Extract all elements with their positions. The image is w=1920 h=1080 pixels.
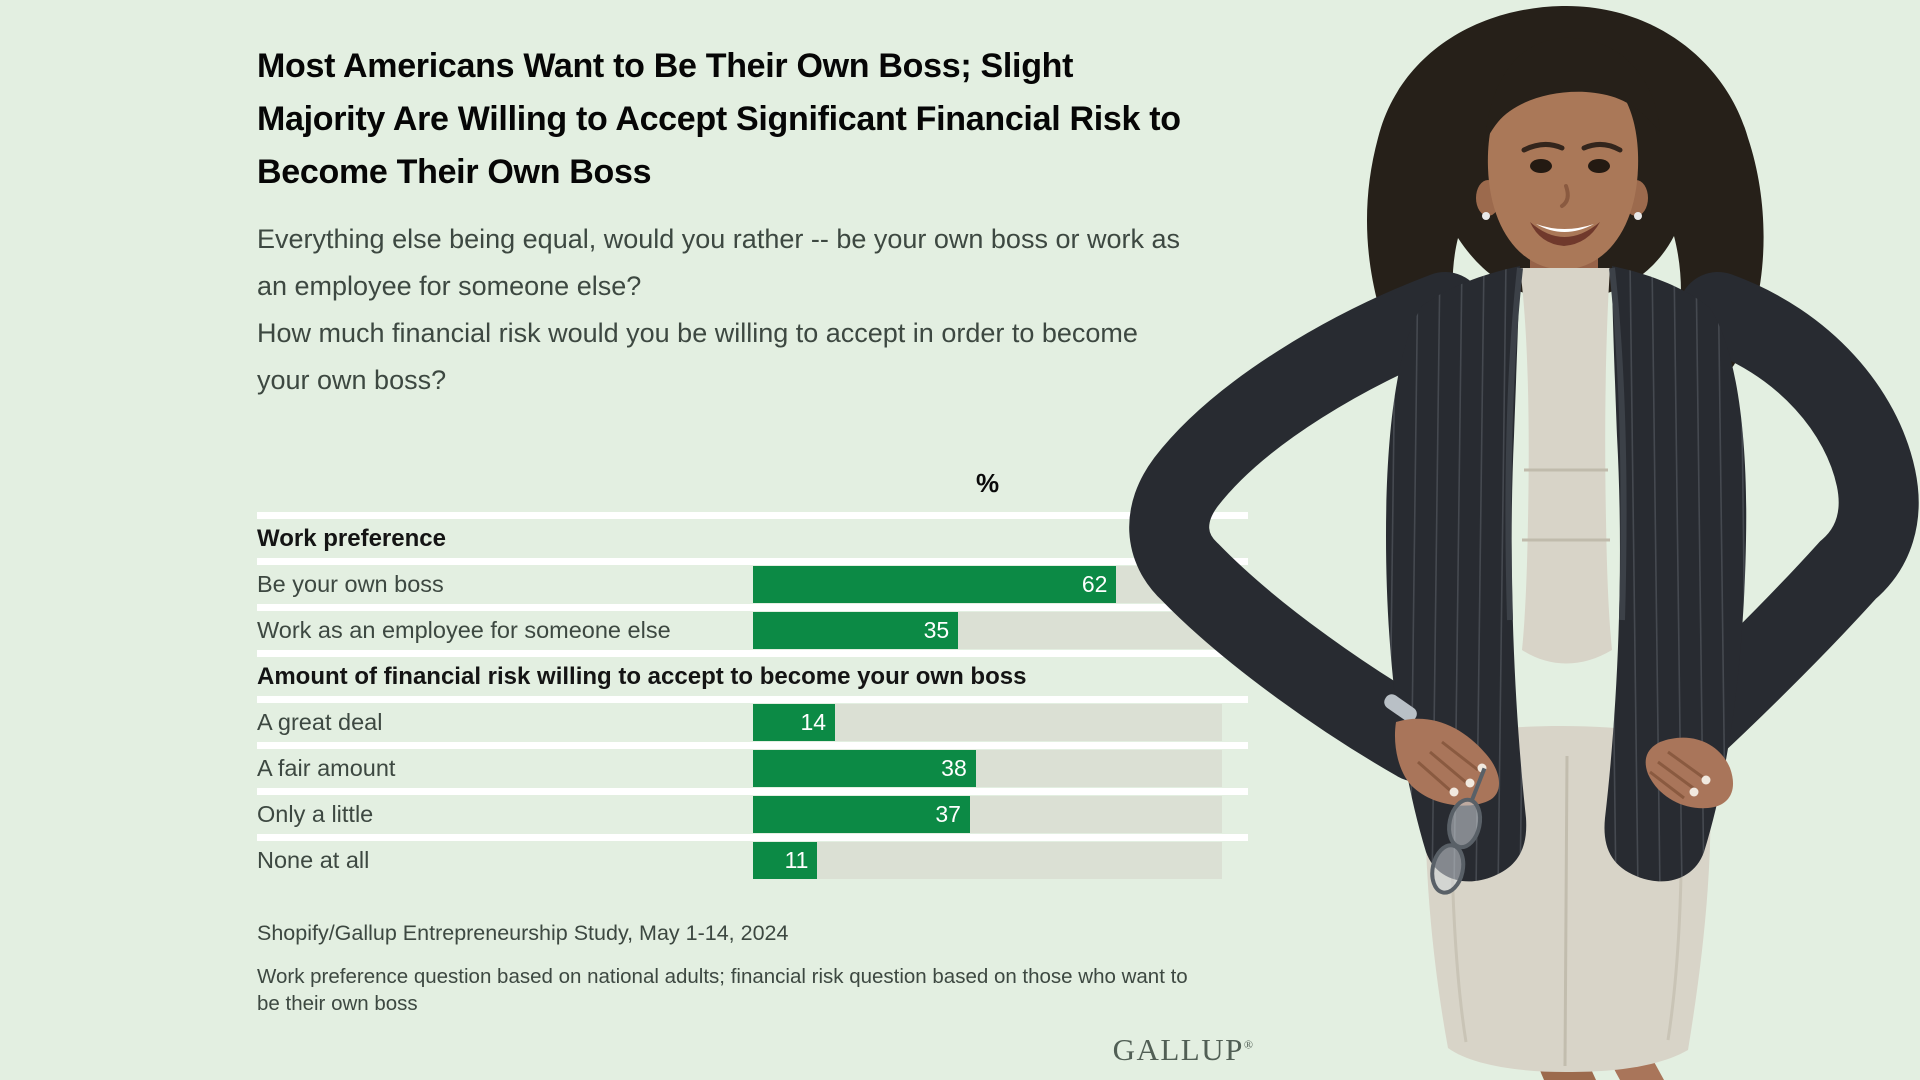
row-separator — [257, 512, 1248, 519]
row-separator — [257, 834, 1248, 841]
bar-value: 38 — [941, 755, 967, 781]
row-separator — [257, 558, 1248, 565]
bar-row-label: Only a little — [257, 801, 374, 827]
section-header-label: Amount of financial risk willing to acce… — [257, 662, 1027, 690]
bar-fill: 37 — [753, 796, 970, 833]
bar-row-a-fair-amount: A fair amount 38 — [257, 749, 1248, 788]
bar-row-label: A great deal — [257, 709, 383, 735]
survey-questions: Everything else being equal, would you r… — [257, 216, 1267, 404]
question-line-2: an employee for someone else? — [257, 271, 642, 301]
businesswoman-photo — [1129, 5, 1919, 1080]
bar-row-label: Be your own boss — [257, 571, 444, 597]
bar-track: 11 — [753, 842, 1222, 879]
bar-row-only-a-little: Only a little 37 — [257, 795, 1248, 834]
bar-row-label: Work as an employee for someone else — [257, 617, 671, 643]
bar-value: 11 — [784, 847, 809, 873]
bar-value: 35 — [923, 617, 950, 643]
photo-left-hand — [1384, 694, 1500, 895]
bar-track: 38 — [753, 750, 1222, 787]
section-header-work-preference: Work preference — [257, 519, 1248, 558]
photo-right-hand — [1645, 737, 1734, 809]
bar-track: 37 — [753, 796, 1222, 833]
percent-axis-label: % — [975, 468, 1000, 498]
registered-mark: ® — [1243, 1037, 1253, 1052]
bar-fill: 11 — [753, 842, 818, 879]
footnote-line-1: Work preference question based on nation… — [257, 965, 1188, 988]
row-separator — [257, 604, 1248, 611]
footnote-line-2: be their own boss — [257, 992, 418, 1015]
bar-track: 14 — [753, 704, 1222, 741]
gallup-logo-text: GALLUP — [1112, 1032, 1244, 1067]
section-header-label: Work preference — [257, 524, 446, 552]
page-title: Most Americans Want to Be Their Own Boss… — [257, 40, 1257, 199]
section-header-financial-risk: Amount of financial risk willing to acce… — [257, 657, 1248, 696]
bar-track: 62 — [753, 566, 1222, 603]
title-line-1: Most Americans Want to Be Their Own Boss… — [257, 47, 1074, 85]
bar-row-label: None at all — [257, 847, 370, 873]
question-line-3: How much financial risk would you be wil… — [257, 318, 1138, 348]
title-line-2: Majority Are Willing to Accept Significa… — [257, 100, 1181, 138]
row-separator — [257, 788, 1248, 795]
question-line-4: your own boss? — [257, 365, 447, 395]
bar-value: 14 — [800, 709, 827, 735]
photo-dress — [1520, 268, 1612, 664]
bar-track: 35 — [753, 612, 1222, 649]
bar-value: 37 — [935, 801, 961, 827]
bar-row-be-your-own-boss: Be your own boss 62 — [257, 565, 1248, 604]
photo-blazer-arms — [1129, 272, 1919, 782]
bar-chart: % Work preference Be your own boss 62 Wo… — [257, 468, 1248, 880]
bar-row-none-at-all: None at all 11 — [257, 841, 1248, 880]
bar-row-work-as-employee: Work as an employee for someone else 35 — [257, 611, 1248, 650]
source-text: Shopify/Gallup Entrepreneurship Study, M… — [257, 921, 789, 945]
question-line-1: Everything else being equal, would you r… — [257, 224, 1180, 254]
bar-value: 62 — [1081, 571, 1108, 597]
title-line-3: Become Their Own Boss — [257, 153, 652, 191]
bar-row-label: A fair amount — [257, 755, 396, 781]
eyeglasses-icon — [1430, 767, 1487, 895]
row-separator — [257, 696, 1248, 703]
photo-face — [1476, 37, 1660, 314]
bar-fill: 35 — [753, 612, 959, 649]
bar-row-a-great-deal: A great deal 14 — [257, 703, 1248, 742]
bar-fill: 62 — [753, 566, 1117, 603]
bar-fill: 38 — [753, 750, 976, 787]
gallup-logo: GALLUP® — [257, 1032, 1253, 1068]
bar-fill: 14 — [753, 704, 836, 741]
row-separator — [257, 650, 1248, 657]
row-separator — [257, 742, 1248, 749]
footnote: Work preference question based on nation… — [257, 963, 1188, 1017]
